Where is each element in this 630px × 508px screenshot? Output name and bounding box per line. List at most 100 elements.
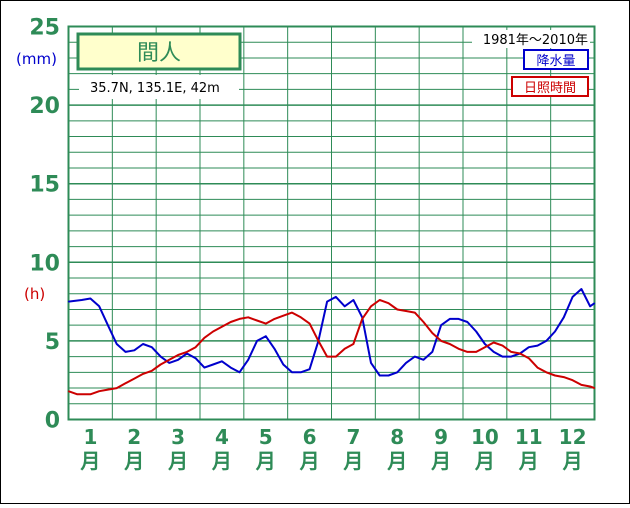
series-lines <box>67 288 596 396</box>
data-point-sunshine <box>265 323 267 325</box>
data-point-sunshine <box>589 385 591 388</box>
data-point-sunshine <box>501 345 504 347</box>
data-point-precipitation <box>440 324 442 326</box>
data-point-sunshine <box>67 390 70 392</box>
x-tick-month-number: 9 <box>434 425 448 449</box>
data-point-precipitation <box>238 371 241 373</box>
x-tick-month-number: 5 <box>259 425 273 449</box>
x-tick-month-suffix: 月 <box>79 449 100 473</box>
data-point-precipitation <box>151 346 153 348</box>
data-point-precipitation <box>422 359 425 361</box>
data-point-sunshine <box>475 351 477 353</box>
data-point-sunshine <box>396 308 398 311</box>
data-point-precipitation <box>309 368 311 370</box>
data-point-precipitation <box>124 351 127 353</box>
data-point-precipitation <box>431 351 433 353</box>
x-tick-month-suffix: 月 <box>562 449 583 473</box>
data-point-sunshine <box>379 299 381 301</box>
y-tick-label: 10 <box>29 251 60 276</box>
legend-precipitation-label: 降水量 <box>536 54 575 69</box>
data-point-sunshine <box>256 319 258 322</box>
data-point-sunshine <box>335 356 337 358</box>
data-point-sunshine <box>177 354 179 356</box>
data-point-sunshine <box>414 312 416 314</box>
data-point-precipitation <box>493 351 495 353</box>
x-tick-month-suffix: 月 <box>167 449 188 473</box>
data-point-sunshine <box>309 323 311 325</box>
data-point-sunshine <box>151 370 153 372</box>
data-point-precipitation <box>256 340 258 342</box>
data-point-precipitation <box>475 330 477 333</box>
data-point-precipitation <box>396 371 398 373</box>
data-point-sunshine <box>545 371 547 373</box>
data-point-precipitation <box>449 318 451 320</box>
data-point-sunshine <box>98 390 100 392</box>
data-point-precipitation <box>291 371 293 373</box>
data-point-precipitation <box>300 371 302 373</box>
data-point-sunshine <box>554 374 556 377</box>
data-point-precipitation <box>203 367 205 369</box>
data-point-precipitation <box>247 359 249 361</box>
data-point-sunshine <box>212 330 214 333</box>
y-axis-unit-h: (h) <box>24 285 45 303</box>
data-point-precipitation <box>484 343 486 345</box>
data-point-sunshine <box>142 373 144 375</box>
data-point-sunshine <box>230 321 232 323</box>
data-point-sunshine <box>247 316 249 318</box>
data-point-precipitation <box>580 288 583 290</box>
data-point-sunshine <box>361 318 363 320</box>
data-point-precipitation <box>177 359 179 361</box>
data-point-sunshine <box>300 316 302 318</box>
y-tick-label: 25 <box>29 16 60 41</box>
data-point-sunshine <box>89 393 91 395</box>
data-point-precipitation <box>589 305 591 307</box>
data-point-sunshine <box>593 387 596 389</box>
data-point-sunshine <box>238 318 241 320</box>
x-tick-month-number: 6 <box>303 425 317 449</box>
data-point-precipitation <box>326 301 328 303</box>
x-tick-month-suffix: 月 <box>211 449 232 473</box>
data-point-precipitation <box>563 316 565 318</box>
x-tick-month-suffix: 月 <box>386 449 407 473</box>
data-point-sunshine <box>572 379 574 381</box>
y-tick-labels: 0 5 10 15 20 25 <box>29 16 60 434</box>
data-point-sunshine <box>76 393 78 395</box>
data-point-sunshine <box>466 351 468 353</box>
y-tick-label: 20 <box>29 94 60 119</box>
data-point-precipitation <box>458 318 460 320</box>
data-point-sunshine <box>186 351 188 353</box>
data-point-precipitation <box>466 321 468 323</box>
data-point-sunshine <box>326 356 328 358</box>
legend: 降水量 日照時間 <box>511 49 589 97</box>
x-tick-month-number: 8 <box>390 425 404 449</box>
data-point-precipitation <box>501 356 504 358</box>
x-tick-month-suffix: 月 <box>255 449 276 473</box>
plot-area-border <box>67 25 596 421</box>
data-point-sunshine <box>580 384 583 386</box>
data-point-sunshine <box>344 348 346 350</box>
data-point-sunshine <box>528 357 530 359</box>
x-tick-month-suffix: 月 <box>123 449 144 473</box>
data-point-precipitation <box>142 343 144 345</box>
chart-title: 間人 <box>137 41 181 66</box>
data-point-precipitation <box>344 305 346 307</box>
x-tick-month-number: 11 <box>515 425 543 449</box>
data-point-precipitation <box>107 324 109 326</box>
x-tick-month-suffix: 月 <box>299 449 320 473</box>
data-point-precipitation <box>282 363 284 366</box>
data-point-sunshine <box>317 340 319 342</box>
period-box <box>472 30 590 48</box>
data-point-sunshine <box>440 340 442 342</box>
x-tick-month-number: 4 <box>215 425 229 449</box>
data-point-sunshine <box>195 346 197 348</box>
location-label: 35.7N, 135.1E, 42m <box>90 81 220 96</box>
y-tick-label: 0 <box>45 409 60 434</box>
data-point-precipitation <box>186 352 188 355</box>
data-point-sunshine <box>519 352 521 355</box>
data-point-sunshine <box>124 382 127 384</box>
x-tick-month-number: 3 <box>171 425 185 449</box>
data-point-sunshine <box>291 312 293 314</box>
legend-sunshine-box <box>511 76 589 97</box>
data-point-precipitation <box>81 299 83 301</box>
title-box <box>76 32 242 71</box>
